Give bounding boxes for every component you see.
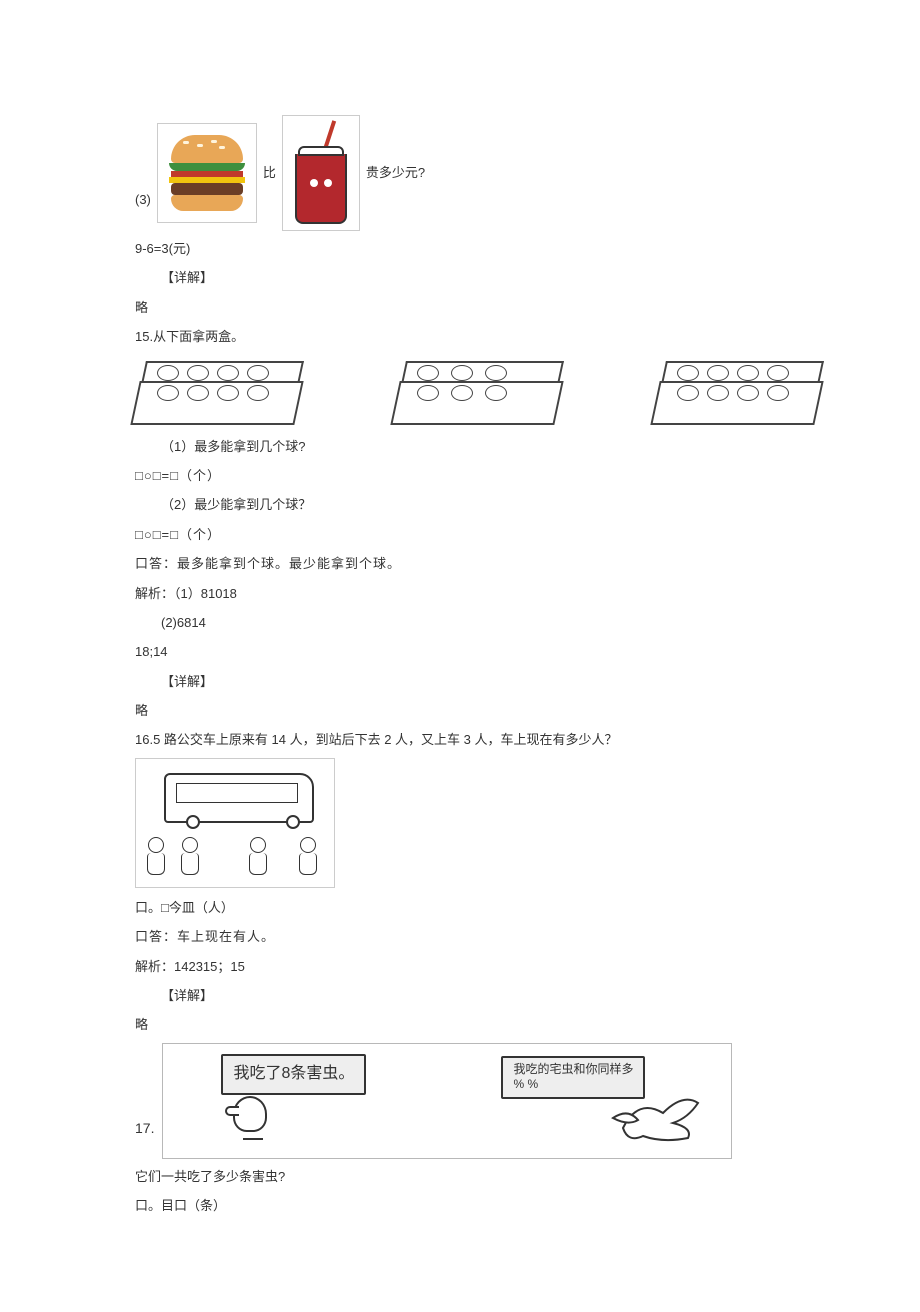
ball-icon [485, 365, 507, 381]
ball-icon [157, 385, 179, 401]
ball-icon [417, 365, 439, 381]
lid-shape [298, 146, 344, 156]
q3-prefix: (3) [135, 188, 151, 211]
ball-icon [677, 385, 699, 401]
q3-detail-label: 【详解】 [135, 266, 785, 289]
q16-number: 16. [135, 732, 153, 747]
balls-grid-8 [157, 365, 273, 403]
ball-icon [217, 365, 239, 381]
q15-eq1: □○□=□（个） [135, 464, 785, 487]
box-1 [135, 355, 305, 425]
ball-icon [247, 385, 269, 401]
q15-boxes [135, 355, 875, 425]
q15-eq2: □○□=□（个） [135, 523, 785, 546]
patty-shape [171, 183, 243, 195]
ball-icon [767, 365, 789, 381]
q15-omitted: 略 [135, 699, 785, 722]
q17-number: 17. [135, 1116, 154, 1141]
bus-shape [164, 773, 314, 823]
wheel-icon [286, 815, 300, 829]
ball-icon [737, 365, 759, 381]
ball-icon [707, 365, 729, 381]
ball-icon [417, 385, 439, 401]
q15-sub1-label: （1）最多能拿到几个球? [135, 435, 785, 458]
box-2 [395, 355, 565, 425]
speech-bubble-1: 我吃了8条害虫。 [221, 1054, 366, 1095]
bubble2-line1: 我吃的宅虫和你同样多 [513, 1062, 633, 1078]
q15-title-row: 15.从下面拿两盒。 [135, 325, 785, 348]
kid-icon [246, 837, 270, 881]
q3-equation: 9-6=3(元) [135, 237, 785, 260]
bus-image [135, 758, 335, 888]
q16-text: 5 路公交车上原来有 14 人，到站后下去 2 人，又上车 3 人，车上现在有多… [153, 732, 617, 747]
kid-icon [144, 837, 168, 881]
q17-row: 17. 我吃了8条害虫。 我吃的宅虫和你同样多 % % [135, 1043, 785, 1159]
ball-icon [187, 385, 209, 401]
balls-grid-6 [417, 365, 515, 403]
q15-sub2-answer: (2)6814 [135, 611, 785, 634]
hamburger-image [157, 123, 257, 223]
q15-title: 从下面拿两盒。 [153, 329, 244, 344]
balls-grid-8b [677, 365, 793, 403]
cup-eye-left [310, 179, 318, 187]
bun-bottom-shape [171, 195, 243, 211]
q17-scene: 我吃了8条害虫。 我吃的宅虫和你同样多 % % [162, 1043, 732, 1159]
q15-detail-label: 【详解】 [135, 670, 785, 693]
q17-question: 它们一共吃了多少条害虫? [135, 1165, 785, 1188]
drink-image [282, 115, 360, 231]
ball-icon [677, 365, 699, 381]
ball-icon [767, 385, 789, 401]
q3-row: (3) 比 贵多少元? [135, 115, 785, 231]
q16-detail-label: 【详解】 [135, 984, 785, 1007]
kid-icon [178, 837, 202, 881]
q3-omitted: 略 [135, 296, 785, 319]
q15-number: 15. [135, 329, 153, 344]
ball-icon [247, 365, 269, 381]
ball-icon [707, 385, 729, 401]
q15-final: 18;14 [135, 640, 785, 663]
q17-eq-line: 口。目口（条） [135, 1194, 785, 1217]
bubble1-text: 我吃了8条害虫。 [233, 1065, 354, 1082]
q15-sub2-label: （2）最少能拿到几个球？ [135, 493, 785, 516]
parrot-icon [225, 1096, 281, 1148]
cup-eye-right [324, 179, 332, 187]
ball-icon [157, 365, 179, 381]
q3-tail: 贵多少元? [366, 161, 425, 184]
ball-icon [451, 365, 473, 381]
parrot-beak [225, 1106, 239, 1116]
q16-analysis: 解析：142315；15 [135, 955, 785, 978]
lettuce-shape [169, 163, 245, 171]
wheel-icon [186, 815, 200, 829]
q15-answer-line: 口答：最多能拿到个球。最少能拿到个球。 [135, 552, 785, 575]
sparrow-icon [603, 1088, 703, 1148]
q16-row: 16.5 路公交车上原来有 14 人，到站后下去 2 人，又上车 3 人，车上现… [135, 728, 785, 751]
ball-icon [217, 385, 239, 401]
q15-analysis: 解析：（1）81018 [135, 582, 785, 605]
ball-icon [737, 385, 759, 401]
ball-icon [187, 365, 209, 381]
bun-top-shape [171, 135, 243, 163]
box-3 [655, 355, 825, 425]
q16-eq-line: 口。□今皿（人） [135, 896, 785, 919]
kid-icon [296, 837, 320, 881]
q3-middle: 比 [263, 161, 276, 184]
ball-icon [451, 385, 473, 401]
q16-omitted: 略 [135, 1013, 785, 1036]
cup-shape [295, 154, 347, 224]
q16-answer-line: 口答：车上现在有人。 [135, 925, 785, 948]
parrot-feet [243, 1132, 263, 1140]
ball-icon [485, 385, 507, 401]
